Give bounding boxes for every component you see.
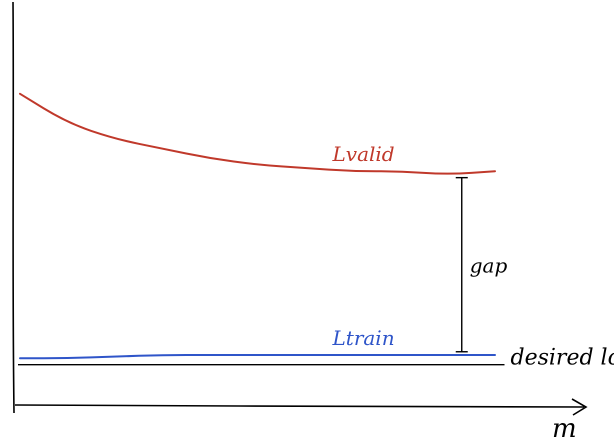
x-axis: [14, 404, 585, 408]
series-label-lvalid: Lvalid: [332, 142, 395, 166]
gap-label: gap: [470, 254, 508, 278]
series-layer: [19, 92, 496, 360]
series-label-ltrain: Ltrain: [332, 326, 395, 350]
series-line-lvalid: [19, 92, 496, 175]
x-axis-label: m: [552, 414, 577, 443]
gap-annotation: gap: [455, 176, 508, 353]
y-axis: [12, 1, 15, 414]
desired-loss-label: desired loss: [511, 346, 614, 371]
x-axis-arrowhead: [571, 398, 588, 416]
series-labels: Lvalid Ltrain: [332, 142, 395, 350]
series-line-ltrain: [19, 353, 496, 360]
